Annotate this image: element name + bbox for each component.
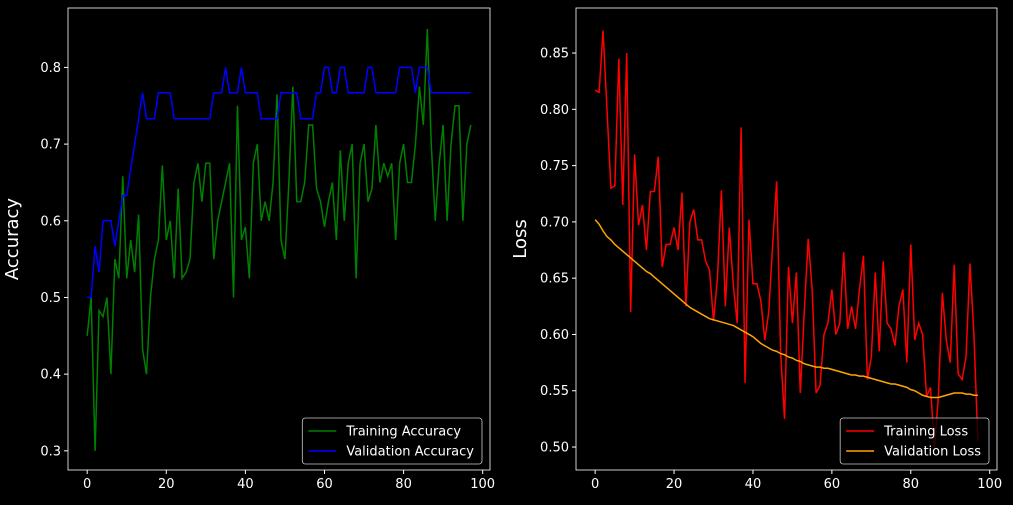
y-tick-label: 0.85 — [540, 47, 569, 62]
y-tick-label: 0.75 — [540, 159, 569, 174]
series-line — [86, 29, 472, 451]
plot-area — [68, 8, 490, 470]
x-tick-label: 80 — [903, 477, 920, 492]
x-tick-label: 40 — [745, 477, 762, 492]
x-tick-label: 40 — [237, 477, 254, 492]
legend-label: Training Accuracy — [345, 425, 461, 440]
series-line — [87, 66, 471, 299]
x-tick-label: 100 — [470, 477, 495, 492]
x-tick-label: 20 — [666, 477, 683, 492]
y-tick-label: 0.5 — [40, 291, 61, 306]
y-tick-label: 0.7 — [40, 138, 61, 153]
legend: Training Loss Validation Loss — [839, 417, 990, 465]
series-line — [594, 30, 979, 448]
y-tick-label: 0.8 — [40, 61, 61, 76]
x-tick-label: 20 — [158, 477, 175, 492]
y-tick-label: 0.65 — [540, 272, 569, 287]
y-tick-label: 0.60 — [540, 328, 569, 343]
x-tick-label: 0 — [83, 477, 91, 492]
series-line — [594, 219, 978, 399]
y-tick-label: 0.4 — [40, 368, 61, 383]
x-tick-label: 60 — [316, 477, 333, 492]
x-tick-label: 0 — [591, 477, 599, 492]
axes-frame — [575, 7, 998, 471]
legend-label: Training Loss — [883, 425, 968, 440]
legend-label: Validation Loss — [884, 445, 981, 460]
legend-box — [301, 417, 483, 465]
x-tick-label: 60 — [824, 477, 841, 492]
y-axis-label: Accuracy — [2, 198, 23, 281]
axes-frame — [67, 7, 491, 471]
y-tick-label: 0.80 — [540, 103, 569, 118]
x-tick-label: 100 — [977, 477, 1002, 492]
x-tick-label: 80 — [395, 477, 412, 492]
y-tick-label: 0.70 — [540, 215, 569, 230]
y-axis-label: Loss — [510, 219, 531, 258]
legend: Training Accuracy Validation Accuracy — [301, 417, 483, 465]
legend-label: Validation Accuracy — [346, 445, 474, 460]
y-tick-label: 0.6 — [40, 214, 61, 229]
plot-area — [576, 8, 997, 470]
y-tick-label: 0.55 — [540, 384, 569, 399]
legend-box — [839, 417, 990, 465]
y-tick-label: 0.50 — [540, 441, 569, 456]
y-tick-label: 0.3 — [40, 444, 61, 459]
